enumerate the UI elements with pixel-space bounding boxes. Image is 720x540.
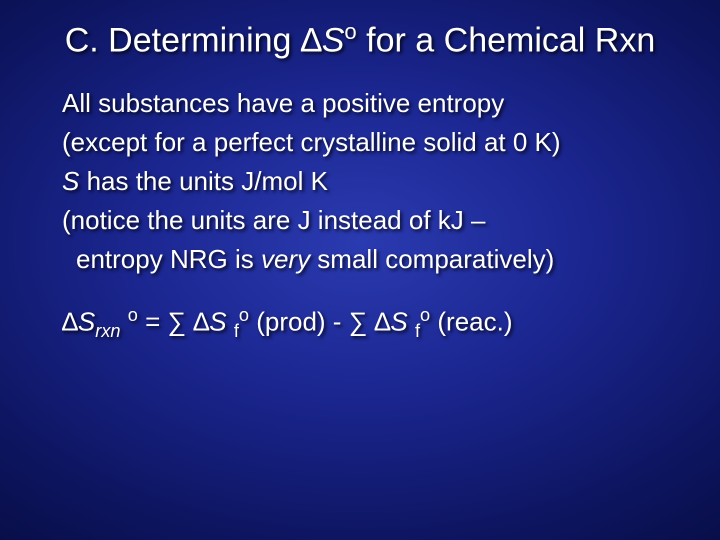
body-line-1: All substances have a positive entropy — [62, 86, 690, 121]
body-line-3-rest: has the units J/mol K — [79, 166, 328, 196]
eqn-sp-1 — [121, 307, 128, 337]
eqn-rxn: rxn — [95, 321, 120, 341]
eqn-o-1: o — [128, 305, 138, 325]
title-var: S — [322, 21, 345, 59]
eqn-S-2: S — [209, 307, 226, 337]
slide-title: C. Determining ∆So for a Chemical Rxn — [30, 18, 690, 62]
body-line-5-ital: very — [261, 244, 310, 274]
eqn-delta-3: ∆ — [374, 307, 390, 337]
slide: C. Determining ∆So for a Chemical Rxn Al… — [0, 0, 720, 540]
eqn-o-2: o — [239, 305, 249, 325]
title-sup: o — [344, 19, 356, 44]
body-line-3-var: S — [62, 166, 79, 196]
body-line-4: (notice the units are J instead of kJ – — [62, 203, 690, 238]
body-line-2: (except for a perfect crystalline solid … — [62, 125, 690, 160]
eqn-eq: = — [138, 307, 168, 337]
title-delta: ∆ — [301, 21, 322, 59]
eqn-sum-2: ∑ — [349, 307, 368, 337]
eqn-prod: (prod) - — [249, 307, 349, 337]
eqn-delta-2: ∆ — [193, 307, 209, 337]
eqn-o-3: o — [420, 305, 430, 325]
eqn-S-3: S — [390, 307, 407, 337]
title-suffix: for a Chemical Rxn — [357, 21, 656, 59]
eqn-sp-3 — [227, 307, 234, 337]
body-line-5: entropy NRG is very small comparatively) — [62, 242, 690, 277]
eqn-delta-1: ∆ — [62, 307, 78, 337]
body-line-5-post: small comparatively) — [310, 244, 554, 274]
eqn-reac: (reac.) — [430, 307, 512, 337]
body-line-3: S has the units J/mol K — [62, 164, 690, 199]
title-prefix: C. Determining — [65, 21, 301, 59]
eqn-sp-5 — [408, 307, 415, 337]
equation: ∆Srxn o = ∑ ∆S fo (prod) - ∑ ∆S fo (reac… — [30, 303, 690, 344]
slide-body: All substances have a positive entropy (… — [30, 86, 690, 277]
body-line-5-pre: entropy NRG is — [76, 244, 261, 274]
eqn-S-1: S — [78, 307, 95, 337]
eqn-sum-1: ∑ — [168, 307, 187, 337]
